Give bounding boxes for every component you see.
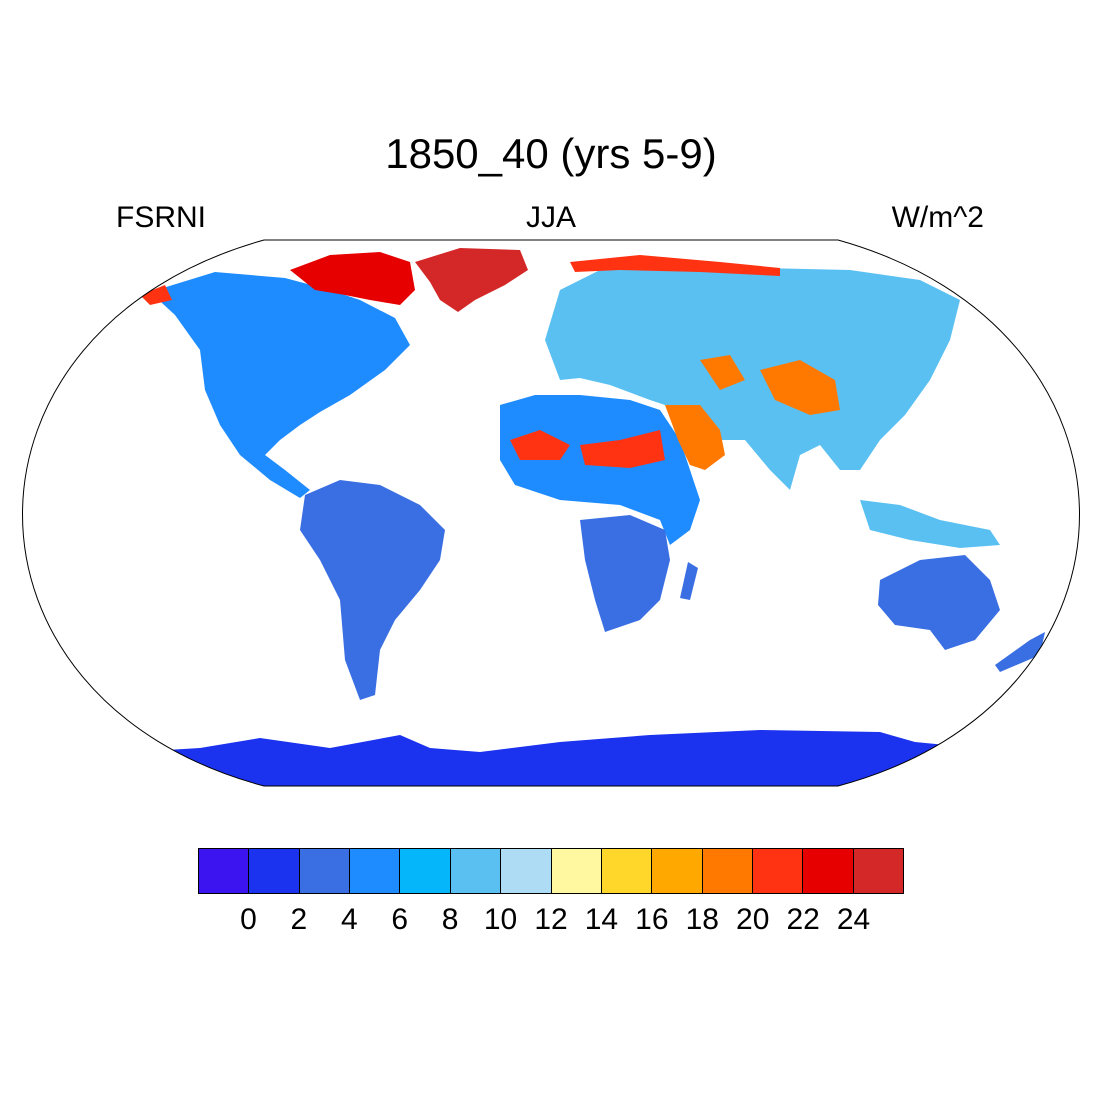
map-boundary [22,239,1080,787]
colorbar-box [249,849,300,893]
colorbar-box [551,849,602,893]
colorbar-box [652,849,703,893]
africa-south-region [580,515,670,632]
colorbar-tick-label: 0 [240,903,257,936]
map-title: 1850_40 (yrs 5-9) [385,130,717,177]
colorbar-box [400,849,451,893]
colorbar-box [199,849,250,893]
colorbar-tick-label: 20 [736,903,770,936]
units-label: W/m^2 [891,201,984,234]
season-label: JJA [525,201,576,234]
south-america-region [300,480,445,700]
asia-desert-region-2 [760,360,840,415]
colorbar-tick-label: 10 [483,903,518,936]
sahara-hot-region [510,430,570,460]
arabia-region [665,405,725,470]
colorbar-tick-label: 14 [584,903,619,936]
colorbar-tick-label: 2 [290,903,308,936]
colorbar-tick-label: 6 [391,903,409,936]
madagascar-region [680,562,698,600]
siberia-coast-region [570,255,780,276]
north-america-region [150,272,410,498]
colorbar-tick-label: 12 [534,903,568,936]
alaska-region [140,285,172,305]
variable-label: FSRNI [116,201,206,234]
new-zealand-region [995,632,1045,672]
colorbar-box [702,849,753,893]
sahara-hot-region-2 [580,430,665,468]
colorbar-box [501,849,552,893]
colorbar-tick-label: 22 [786,903,820,936]
colorbar-tick-label: 24 [836,903,871,936]
antarctica-region [22,730,1080,786]
canadian-arctic-region [290,252,415,305]
land-field [22,248,1080,786]
colorbar-box [601,849,653,893]
colorbar-tick-label: 4 [340,903,358,936]
colorbar [198,848,904,894]
colorbar-box [350,849,401,893]
colorbar-tick-label: 16 [635,903,669,936]
greenland-region [415,248,528,312]
colorbar-box [299,849,351,893]
eurasia-region [545,262,960,490]
colorbar-labels: 0 2 4 6 8 10 12 14 16 18 20 22 24 [0,900,1102,940]
australia-region [878,555,1000,650]
asia-desert-region [700,355,745,390]
colorbar-box [752,849,804,893]
colorbar-tick-label: 18 [685,903,719,936]
colorbar-box [853,849,904,893]
colorbar-box [803,849,854,893]
se-asia-region [860,500,1000,548]
colorbar-tick-label: 8 [441,903,459,936]
colorbar-box [450,849,502,893]
